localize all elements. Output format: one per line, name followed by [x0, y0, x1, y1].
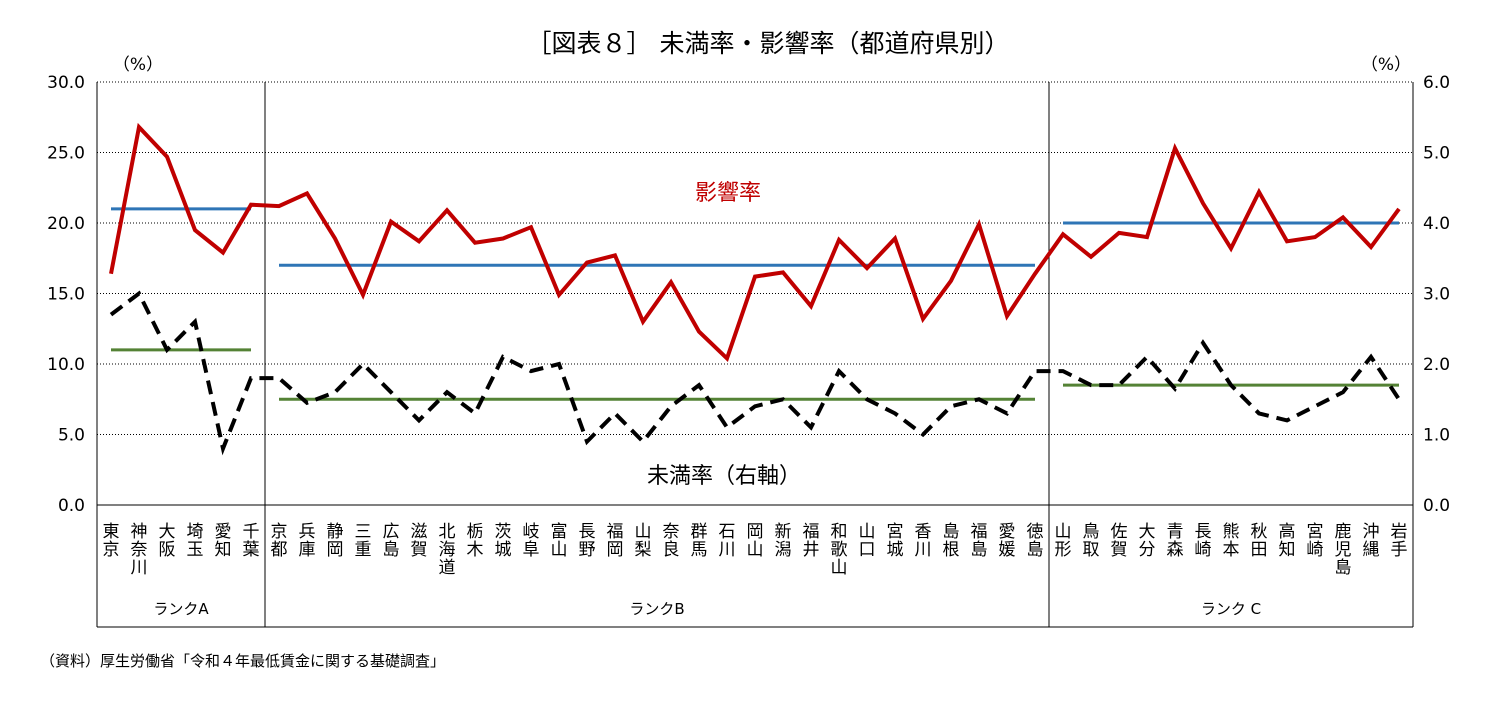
prefecture-label: 高知	[1279, 522, 1296, 560]
prefecture-label: 福島	[971, 522, 988, 560]
prefecture-label: 大分	[1139, 522, 1156, 560]
prefecture-label: 静岡	[327, 522, 344, 560]
miman-rate-line	[109, 290, 1401, 456]
left-axis-unit: （%）	[113, 55, 163, 75]
prefecture-label: 青森	[1167, 522, 1184, 560]
series-lines	[109, 122, 1401, 456]
chart-title: ［図表８］ 未満率・影響率（都道府県別）	[527, 29, 1010, 58]
right-tick-label: 1.0	[1423, 426, 1450, 446]
right-tick-label: 2.0	[1423, 355, 1450, 375]
rank-average-lines	[111, 207, 1399, 401]
prefecture-label: 鹿児島	[1335, 522, 1352, 578]
eikyo-annotation: 影響率	[695, 181, 761, 206]
prefecture-label: 富山	[551, 522, 568, 560]
prefecture-label: 岩手	[1391, 522, 1408, 560]
prefecture-label: 鳥取	[1083, 522, 1100, 560]
rank-label: ランクB	[629, 600, 684, 618]
prefecture-label: 山梨	[635, 522, 652, 560]
prefecture-label: 埼玉	[187, 522, 204, 560]
prefecture-label: 愛知	[215, 522, 232, 560]
prefecture-label: 群馬	[691, 522, 708, 560]
plot-frame	[96, 82, 1414, 628]
right-tick-label: 4.0	[1423, 214, 1450, 234]
prefecture-label: 長崎	[1195, 522, 1212, 560]
right-tick-label: 0.0	[1423, 496, 1450, 516]
prefecture-label: 福岡	[607, 522, 624, 560]
prefecture-label: 香川	[915, 522, 932, 560]
prefecture-label: 神奈川	[131, 522, 148, 578]
right-tick-label: 3.0	[1423, 285, 1450, 305]
right-tick-label: 5.0	[1423, 144, 1450, 164]
prefecture-label: 大阪	[159, 522, 176, 560]
prefecture-label: 茨城	[495, 522, 512, 560]
prefecture-label: 東京	[103, 522, 120, 560]
eikyo-rate-line	[109, 122, 1401, 363]
prefecture-label: 京都	[271, 522, 288, 560]
prefecture-label: 長野	[579, 522, 596, 560]
prefecture-label: 三重	[355, 522, 372, 560]
prefecture-label: 山形	[1055, 522, 1072, 560]
prefecture-label: 栃木	[467, 522, 484, 560]
prefecture-label: 岡山	[747, 522, 764, 560]
prefecture-labels: 東京神奈川大阪埼玉愛知千葉京都兵庫静岡三重広島滋賀北海道栃木茨城岐阜富山長野福岡…	[103, 522, 1408, 578]
prefecture-label: 沖縄	[1363, 522, 1380, 560]
prefecture-label: 北海道	[439, 522, 456, 578]
prefecture-label: 福井	[803, 522, 820, 560]
left-tick-label: 25.0	[47, 144, 85, 164]
left-tick-label: 30.0	[47, 73, 85, 93]
left-tick-label: 10.0	[47, 355, 85, 375]
prefecture-label: 熊本	[1223, 522, 1240, 560]
prefecture-label: 山口	[859, 522, 876, 560]
prefecture-label: 愛媛	[999, 522, 1016, 560]
prefecture-label: 宮崎	[1307, 522, 1324, 560]
right-axis-ticks: 0.0 1.0 2.0 3.0 4.0 5.0 6.0	[1423, 73, 1450, 516]
prefecture-label: 石川	[719, 522, 736, 560]
prefecture-label: 和歌山	[831, 522, 848, 578]
prefecture-label: 島根	[943, 522, 960, 560]
right-tick-label: 6.0	[1423, 73, 1450, 93]
prefecture-label: 千葉	[243, 522, 260, 560]
left-tick-label: 5.0	[58, 426, 85, 446]
left-tick-label: 0.0	[58, 496, 85, 516]
prefecture-label: 広島	[383, 522, 400, 560]
source-note: （資料）厚生労働省「令和４年最低賃金に関する基礎調査」	[40, 652, 445, 670]
left-axis-ticks: 0.0 5.0 10.0 15.0 20.0 25.0 30.0	[47, 73, 85, 516]
prefecture-label: 宮城	[887, 522, 904, 560]
prefecture-label: 新潟	[775, 522, 792, 560]
prefecture-label: 岐阜	[523, 522, 540, 560]
rank-label: ランクA	[153, 600, 209, 618]
prefecture-label: 奈良	[663, 522, 680, 560]
left-tick-label: 20.0	[47, 214, 85, 234]
miman-annotation: 未満率（右軸）	[647, 464, 801, 489]
gridlines	[97, 81, 1413, 435]
prefecture-label: 滋賀	[411, 522, 428, 560]
left-tick-label: 15.0	[47, 285, 85, 305]
prefecture-label: 秋田	[1251, 522, 1268, 560]
rank-label: ランク C	[1201, 600, 1261, 618]
right-axis-unit: （%）	[1361, 55, 1411, 75]
prefecture-label: 兵庫	[299, 522, 316, 560]
prefecture-label: 佐賀	[1111, 522, 1128, 560]
rank-labels: ランクA ランクB ランク C	[153, 600, 1261, 618]
prefecture-label: 徳島	[1027, 522, 1044, 560]
